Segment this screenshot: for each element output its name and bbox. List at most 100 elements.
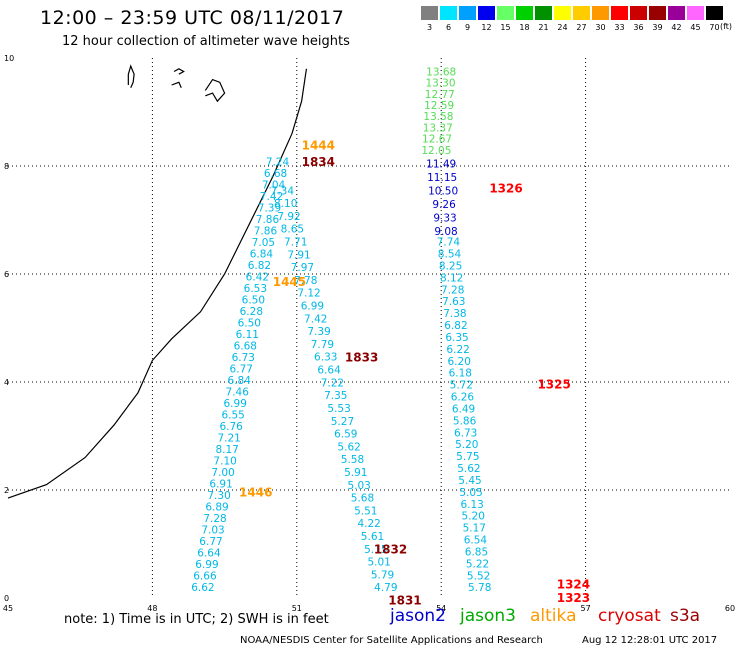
wave-height-label: 7.00 [211, 467, 234, 479]
color-label-24: 24 [557, 23, 568, 32]
wave-height-label: 6.64 [197, 548, 221, 560]
wave-height-label: 6.99 [301, 301, 324, 313]
wave-height-label: 6.89 [205, 502, 228, 514]
wave-height-label: 7.34 [271, 185, 295, 197]
wave-height-label: 5.68 [351, 493, 374, 505]
wave-height-label: 6.49 [452, 403, 475, 415]
pass-time-label: 1834 [302, 155, 335, 169]
wave-height-label: 6.73 [232, 352, 255, 364]
wave-height-label: 6.82 [248, 260, 271, 272]
wave-height-label: 13.37 [423, 122, 453, 134]
coastline-path [7, 68, 308, 499]
wave-height-label: 5.58 [341, 454, 364, 466]
color-label-33: 33 [614, 23, 625, 32]
wave-height-label: 6.85 [465, 546, 488, 558]
map-axes: 45 48 51 54 57 60 0 2 4 6 8 10 [3, 54, 735, 613]
wave-height-label: 7.42 [304, 313, 327, 325]
wave-height-label: 8.54 [438, 249, 462, 261]
wave-height-label: 7.46 [226, 387, 250, 399]
color-swatch-27 [573, 6, 590, 20]
wave-height-label: 7.21 [217, 433, 240, 445]
wave-height-label: 5.05 [459, 487, 482, 499]
wave-height-label: 12.59 [424, 100, 454, 112]
x-tick-label: 54 [436, 604, 446, 613]
wave-height-label: 6.28 [240, 306, 263, 318]
wave-height-label: 11.49 [426, 158, 456, 170]
wave-height-label: 10.50 [428, 185, 458, 197]
wave-height-label: 8.17 [215, 444, 238, 456]
color-swatch-9 [459, 6, 476, 20]
wave-height-label: 5.27 [331, 416, 354, 428]
pass-time-label: 1324 [557, 578, 590, 592]
wave-height-label: 6.20 [448, 356, 471, 368]
color-label-70: 70 [709, 23, 720, 32]
wave-height-label: 4.22 [357, 518, 380, 530]
wave-height-label: 5.86 [453, 415, 477, 427]
wave-height-label: 5.15 [364, 544, 387, 556]
track-cryosat: 7.348.107.928.657.717.917.977.787.126.99… [271, 155, 422, 607]
wave-height-label: 7.28 [441, 284, 464, 296]
pass-time-label: 1323 [557, 591, 590, 605]
wave-height-label: 7.03 [201, 525, 224, 537]
wave-height-label: 5.53 [327, 403, 350, 415]
y-tick-label: 6 [4, 270, 9, 279]
color-label-15: 15 [500, 23, 511, 32]
chart-subtitle: 12 hour collection of altimeter wave hei… [62, 34, 350, 49]
color-swatch-18 [516, 6, 533, 20]
wave-height-label: 6.13 [460, 499, 483, 511]
y-tick-label: 10 [4, 54, 14, 63]
wave-height-label: 6.84 [228, 375, 252, 387]
color-label-18: 18 [519, 23, 530, 32]
wave-height-label: 7.91 [287, 249, 310, 261]
x-tick-label: 48 [147, 604, 157, 613]
wave-height-label: 11.15 [427, 172, 457, 184]
wave-height-label: 6.84 [250, 249, 274, 261]
wave-height-label: 12.77 [425, 89, 455, 101]
wave-height-label: 7.04 [262, 180, 286, 192]
x-tick-label: 51 [292, 604, 302, 613]
wave-height-label: 13.68 [426, 67, 456, 79]
legend-jason3: jason3 [460, 606, 516, 626]
wave-height-label: 5.45 [458, 475, 481, 487]
wave-height-label: 6.42 [246, 272, 269, 284]
color-label-27: 27 [576, 23, 587, 32]
wave-height-label: 9.33 [433, 212, 456, 224]
wave-height-label: 7.86 [256, 214, 280, 226]
wave-height-label: 6.66 [193, 571, 217, 583]
wave-height-label: 5.62 [337, 441, 360, 453]
wave-height-label: 7.12 [297, 288, 320, 300]
color-label-45: 45 [690, 23, 701, 32]
wave-height-label: 7.39 [258, 203, 281, 215]
wave-height-label: 5.51 [354, 505, 377, 517]
pass-time-label: 1832 [374, 542, 407, 556]
color-swatch-30 [592, 6, 609, 20]
wave-height-label: 8.12 [440, 272, 463, 284]
wave-height-label: 6.54 [464, 535, 488, 547]
wave-height-label: 6.68 [264, 168, 287, 180]
wave-height-label: 12.67 [422, 134, 452, 146]
wave-height-label: 7.42 [260, 191, 283, 203]
color-label-30: 30 [595, 23, 606, 32]
island-2 [171, 81, 182, 88]
color-label-6: 6 [445, 23, 452, 32]
wave-height-label: 5.72 [450, 380, 473, 392]
wave-height-label: 6.64 [317, 365, 341, 377]
pass-time-label: 1325 [537, 378, 570, 392]
coastline [7, 64, 308, 499]
wave-height-label: 6.33 [314, 352, 337, 364]
legend-s3a: s3a [670, 606, 701, 626]
wave-height-label: 6.99 [224, 398, 247, 410]
wave-height-label: 5.79 [371, 569, 394, 581]
wave-height-label: 6.22 [446, 344, 469, 356]
wave-height-label: 6.76 [219, 421, 243, 433]
wave-height-label: 6.59 [334, 429, 357, 441]
legend-jason2: jason2 [390, 606, 446, 626]
units-note: note: 1) Time is in UTC; 2) SWH is in fe… [64, 612, 329, 627]
x-tick-label: 57 [581, 604, 591, 613]
pass-time-label: 1444 [302, 138, 335, 152]
generation-timestamp: Aug 12 12:28:01 UTC 2017 [582, 635, 718, 646]
island-0 [127, 64, 135, 88]
wave-height-label: 13.58 [423, 111, 453, 123]
wave-height-label: 6.73 [454, 427, 477, 439]
